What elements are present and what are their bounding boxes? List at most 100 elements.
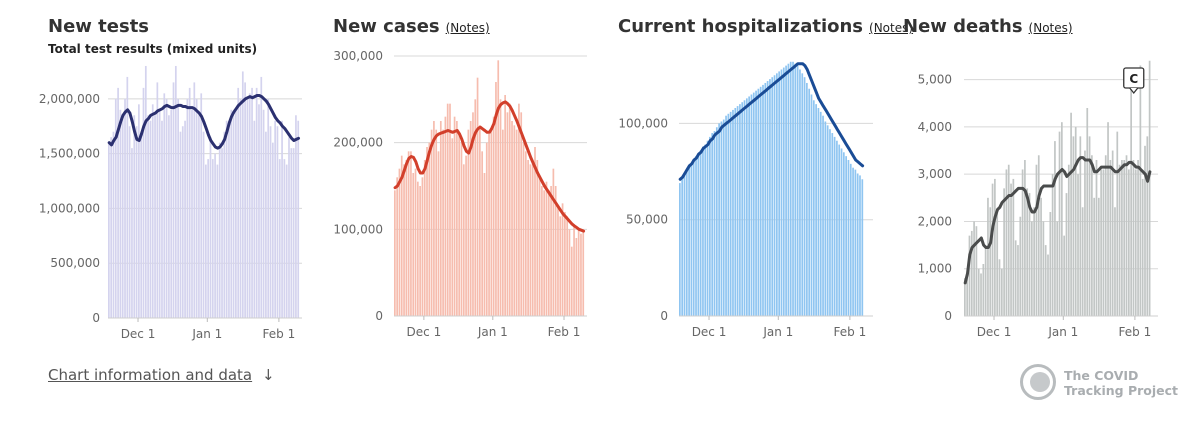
deaths-bar [1100,169,1102,316]
deaths-bar [1005,169,1008,316]
tests-bar [276,126,279,319]
hospitalizations-average-line [678,62,865,181]
hospitalizations-title-row: Current hospitalizations (Notes) [618,16,913,37]
tests-bar [124,98,126,318]
deaths-bar [1037,155,1040,316]
cases-bar [426,147,428,316]
hospitalizations-bar [801,73,804,316]
cases-bar [511,121,513,316]
deaths-bar [1125,155,1128,316]
cases-bar [485,142,488,316]
hospitalizations-notes-link[interactable]: (Notes) [869,21,914,35]
cases-bar [566,216,569,316]
hospitalizations-bar [794,63,797,316]
deaths-bar [1118,164,1121,316]
hospitalizations-xtick-label: Jan 1 [762,325,793,339]
tests-bar [186,98,189,318]
hospitalizations-bar [849,163,852,316]
hospitalizations-bar [852,167,854,316]
tests-bar [108,142,110,318]
hospitalizations-bar [741,102,744,316]
hospitalizations-bar [782,67,785,316]
hospitalizations-bar [847,160,850,316]
tests-title: New tests [48,16,150,37]
deaths-annotation-label: C [1129,72,1138,86]
cases-bar [541,186,543,316]
hospitalizations-bar [810,94,813,316]
tests-bar [128,126,131,319]
chart-info-link[interactable]: Chart information and data [48,366,253,384]
hospitalizations-bar [854,169,857,316]
tests-bar [119,109,122,319]
cases-xtick-label: Jan 1 [477,325,508,339]
tests-bar [181,126,184,319]
cases-bar [442,129,444,316]
tests-bar [135,126,138,319]
cases-bar [405,160,408,316]
cases-bar [479,125,481,316]
hospitalizations-bar [799,69,801,317]
deaths-bar [1044,245,1047,316]
tests-bar [112,131,115,318]
cases-bar [554,186,557,316]
cases-xtick-label: Feb 1 [548,325,581,339]
tests-bar [290,148,293,318]
hospitalizations-bar [715,127,718,316]
deaths-xtick-label: Dec 1 [977,325,1012,339]
deaths-bar [1024,160,1026,316]
deaths-bar [1000,268,1003,316]
hospitalizations-bar [729,111,732,316]
deaths-bar [1026,188,1029,316]
deaths-bar [1139,65,1142,316]
deaths-bar [1003,188,1005,316]
cases-bar [547,190,550,316]
deaths-bar [1109,160,1112,316]
cases-bar [469,121,472,316]
cases-bar [460,142,463,316]
cases-bar [483,173,486,316]
tests-bar [271,142,274,318]
deaths-bar [1042,221,1045,316]
deaths-bar [980,273,982,316]
cases-bar [575,238,578,316]
tests-bar [237,87,240,318]
deaths-average-line [963,156,1152,285]
down-arrow-icon[interactable]: ↓ [262,366,275,384]
cases-bar [403,164,405,316]
deaths-notes-link[interactable]: (Notes) [1028,21,1073,35]
tests-bar [133,115,136,318]
deaths-bar [1107,122,1109,316]
cases-bar [472,112,474,316]
cases-bar [394,190,396,316]
tests-bar [244,82,246,318]
hospitalizations-bar [695,156,697,316]
cases-bar [407,151,410,316]
tests-bar [188,87,191,318]
cases-notes-link[interactable]: (Notes) [445,21,490,35]
hospitalizations-bar [704,144,707,316]
deaths-ytick-label: 2,000 [918,214,952,228]
hospitalizations-bar [755,90,757,317]
deaths-bar [1132,160,1135,316]
cases-bar [557,207,559,316]
deaths-annotation-marker[interactable]: C [1123,67,1145,95]
tests-bar [258,104,260,318]
hospitalizations-ytick-label: 0 [660,309,668,323]
hospitalizations-bar [699,150,702,316]
hospitalizations-ytick-label: 100,000 [618,116,668,130]
hospitalizations-bar [792,61,794,317]
deaths-bar [984,245,987,316]
cases-bar [513,125,516,316]
cases-bar [580,233,582,316]
cases-bar [508,103,511,317]
hospitalizations-bar [720,121,723,317]
tests-bar [211,159,214,318]
cases-bar [518,103,520,317]
covid-tracking-logo[interactable]: The COVID Tracking Project [1020,364,1189,406]
hospitalizations-bar [697,154,700,316]
tests-bar [216,164,219,318]
deaths-bar [1091,155,1093,316]
cases-bar [492,116,495,317]
deaths-bar [1049,212,1052,316]
deaths-bar [1072,136,1075,316]
